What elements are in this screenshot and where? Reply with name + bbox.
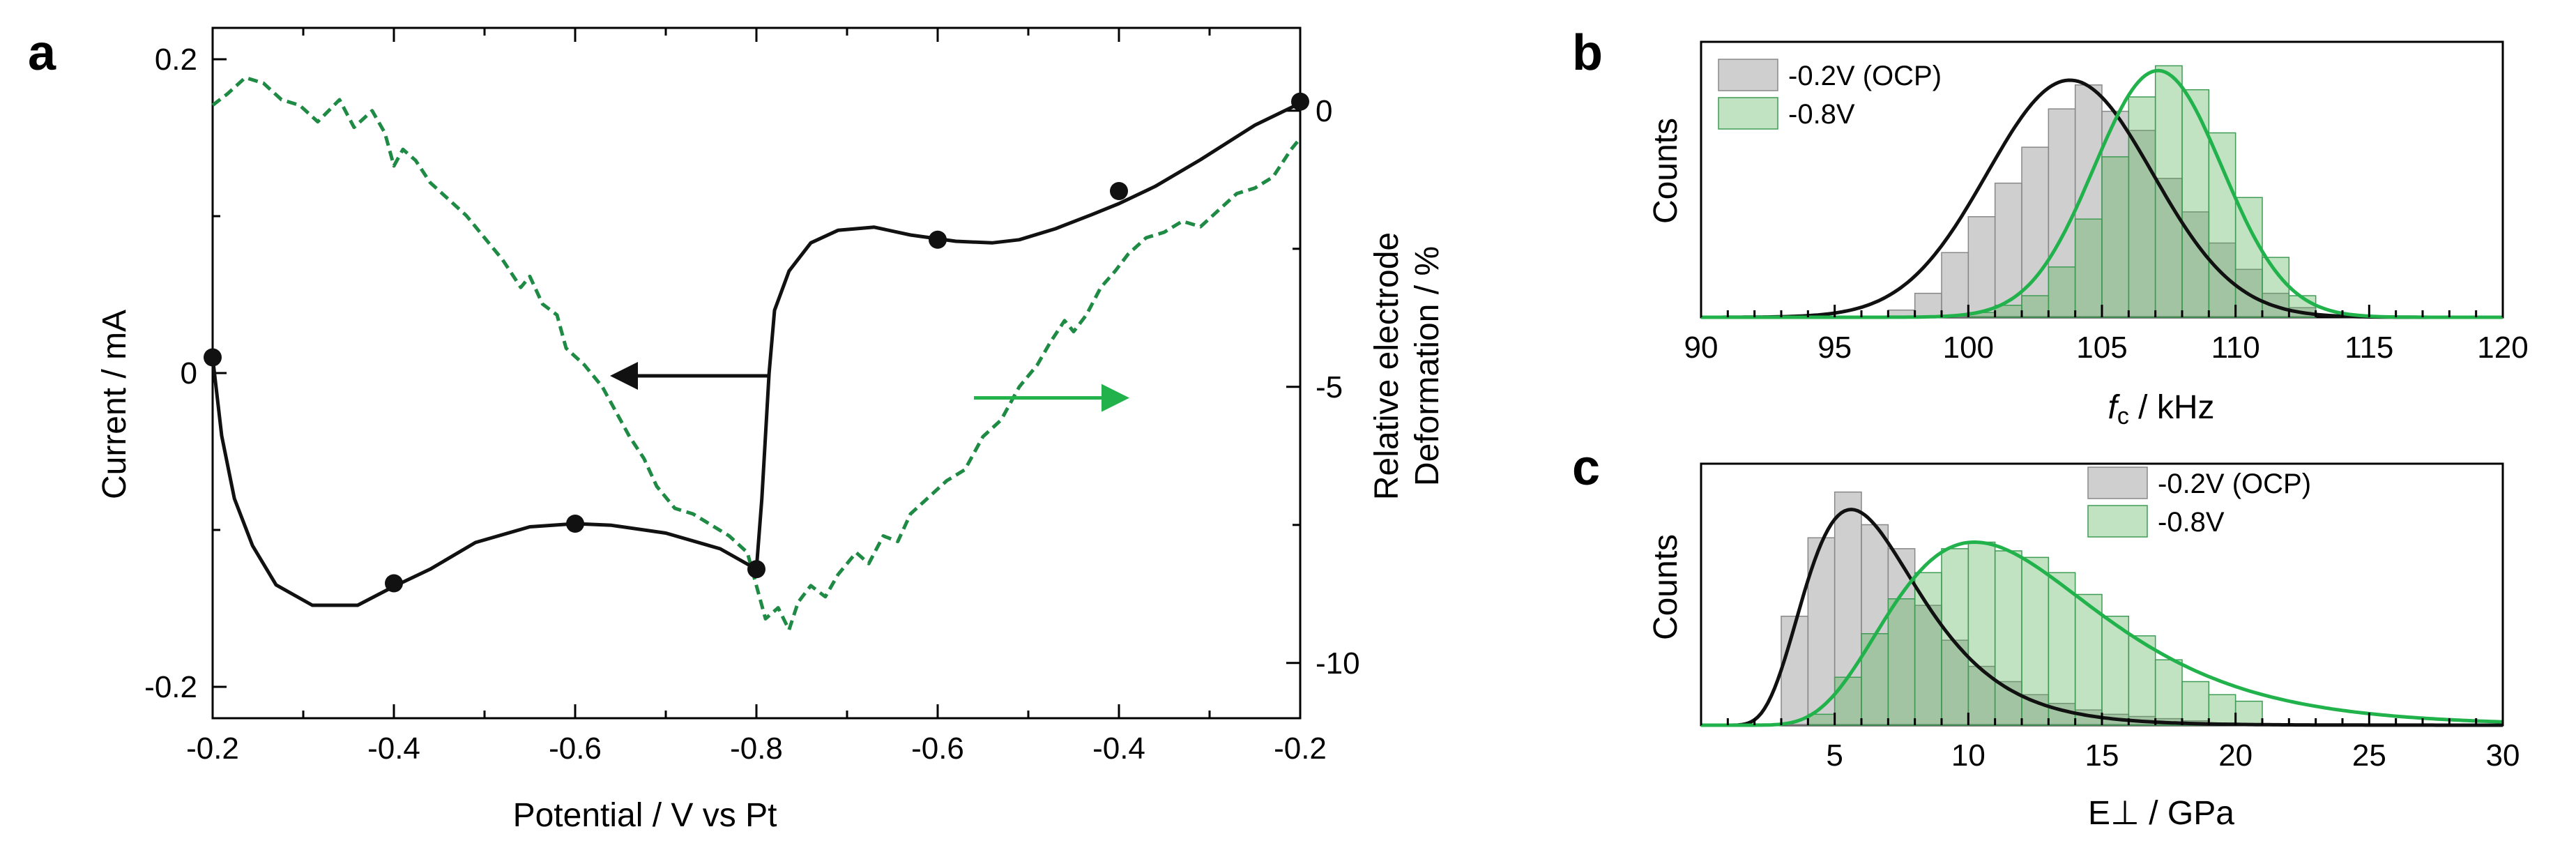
neg08-bar — [2048, 572, 2076, 726]
legend-swatch-neg08 — [2087, 505, 2148, 538]
legend-label-neg08: -0.8V — [2158, 507, 2225, 538]
panel-letter-b: b — [1572, 25, 1603, 81]
neg08-bar — [2074, 218, 2103, 318]
ocp-bar — [1967, 215, 1996, 318]
x-tick-label: 120 — [2477, 331, 2528, 365]
panel-b: b 90 95 100 105 110 115 120 -0.2V (OCP) -0.8V fc… — [1572, 25, 2529, 430]
modulus-histogram: 5 10 15 20 25 30 -0.2V (OCP) -0.8V — [1700, 462, 2520, 773]
neg08-bar — [1834, 676, 1862, 726]
neg08-bar — [2101, 156, 2130, 318]
ocp-bar — [2101, 110, 2130, 318]
x-tick-label: -0.2 — [186, 731, 239, 766]
current-marker — [747, 560, 765, 579]
legend-label-ocp: -0.2V (OCP) — [2158, 469, 2311, 499]
neg08-bar — [2208, 132, 2236, 318]
y-tick-label: 0 — [181, 356, 197, 390]
panel-letter-a: a — [28, 25, 56, 81]
panel-c: c 5 10 15 20 25 30 -0.2V (OCP) -0.8V E⊥ / GPa C… — [1572, 440, 2520, 832]
neg08-bar — [2128, 635, 2156, 726]
x-tick-label: 110 — [2211, 331, 2260, 365]
x-tick-label: 115 — [2345, 331, 2393, 365]
plot-frame — [211, 26, 1302, 720]
x-tick-label: -0.4 — [367, 731, 420, 766]
legend-swatch-neg08 — [1718, 97, 1778, 130]
y2-axis-title-line2: Deformation / % — [1409, 246, 1446, 486]
x-tick-label: 10 — [1951, 738, 1986, 773]
current-series-line — [211, 101, 1302, 607]
x-tick-label: 5 — [1826, 738, 1843, 773]
x-tick-label: 90 — [1684, 331, 1718, 365]
legend-label-neg08: -0.8V — [1788, 99, 1855, 130]
ocp-bar — [1781, 616, 1809, 726]
neg08-bar — [1967, 541, 1996, 726]
neg08-bar — [2048, 266, 2076, 318]
x-tick-label: 100 — [1943, 331, 1994, 365]
x-tick-label: 105 — [2076, 331, 2127, 365]
x-tick-label: -0.2 — [1274, 731, 1327, 766]
x-tick-label: -0.6 — [549, 731, 602, 766]
y2-tick-label: 0 — [1316, 94, 1332, 128]
neg08-bar — [2234, 700, 2263, 726]
ocp-bar — [1941, 252, 1969, 318]
legend-swatch-ocp — [2087, 466, 2148, 499]
x-tick-label: 20 — [2218, 738, 2253, 773]
x-tick-label: -0.6 — [911, 731, 964, 766]
x-axis-title: Potential / V vs Pt — [513, 797, 777, 834]
ocp-bar — [1861, 524, 1889, 726]
neg08-bar — [1994, 550, 2022, 726]
legend-label-ocp: -0.2V (OCP) — [1788, 61, 1942, 91]
neg08-bar — [2021, 295, 2050, 318]
frequency-histogram: 90 95 100 105 110 115 120 -0.2V (OCP) -0.8V — [1684, 40, 2529, 365]
x-tick-label: 30 — [2486, 738, 2520, 773]
y-tick-label: -0.2 — [144, 670, 197, 704]
ocp-bar — [1994, 182, 2022, 318]
b-y-axis-title: Counts — [1647, 118, 1684, 224]
deformation-series-line — [211, 75, 1302, 632]
neg08-bar — [2208, 694, 2236, 726]
b-x-axis-title: fc / kHz — [2108, 389, 2214, 430]
neg08-bar — [2154, 659, 2183, 726]
neg08-bar — [1914, 572, 1942, 726]
cv-plot: -0.2 -0.4 -0.6 -0.8 -0.6 -0.4 -0.2 -0.2 0 0.2 -10 -… — [144, 26, 1360, 766]
neg08-bar — [2101, 616, 2130, 726]
current-marker — [566, 515, 584, 533]
y2-tick-label: -10 — [1316, 646, 1360, 681]
c-y-axis-title: Counts — [1647, 534, 1684, 640]
x-tick-label: -0.8 — [730, 731, 783, 766]
neg08-bar — [2181, 89, 2210, 318]
y-tick-label: 0.2 — [155, 43, 197, 77]
x-tick-label: 15 — [2085, 738, 2119, 773]
legend-swatch-ocp — [1718, 59, 1778, 91]
ocp-bar — [2048, 108, 2076, 318]
current-marker — [385, 574, 403, 593]
b-xlabel-sub: c — [2117, 403, 2129, 430]
x-tick-label: 25 — [2352, 738, 2386, 773]
current-marker — [1291, 92, 1309, 111]
ocp-bar — [1914, 292, 1942, 318]
current-marker — [1110, 182, 1128, 200]
neg08-bar — [1887, 598, 1916, 726]
panel-a: a -0.2 -0.4 -0.6 -0.8 -0.6 -0.4 -0.2 -0.2 0 0.2 -1… — [28, 25, 1446, 834]
panel-letter-c: c — [1572, 440, 1600, 496]
y2-axis-title-line1: Relative electrode — [1369, 232, 1405, 500]
x-tick-label: 95 — [1817, 331, 1852, 365]
neg08-bar — [2074, 593, 2103, 726]
c-x-axis-title: E⊥ / GPa — [2088, 795, 2234, 832]
b-xlabel-rest: / kHz — [2129, 389, 2215, 426]
x-tick-label: -0.4 — [1092, 731, 1145, 766]
neg08-bar — [2128, 96, 2156, 318]
neg08-bar — [2154, 65, 2183, 318]
y-axis-title: Current / mA — [96, 310, 133, 499]
y2-tick-label: -5 — [1316, 370, 1343, 404]
current-marker — [204, 348, 222, 367]
current-marker — [929, 230, 947, 249]
ocp-bar — [2021, 146, 2050, 318]
neg08-bar — [2181, 681, 2210, 726]
neg08-bar — [1941, 548, 1969, 726]
